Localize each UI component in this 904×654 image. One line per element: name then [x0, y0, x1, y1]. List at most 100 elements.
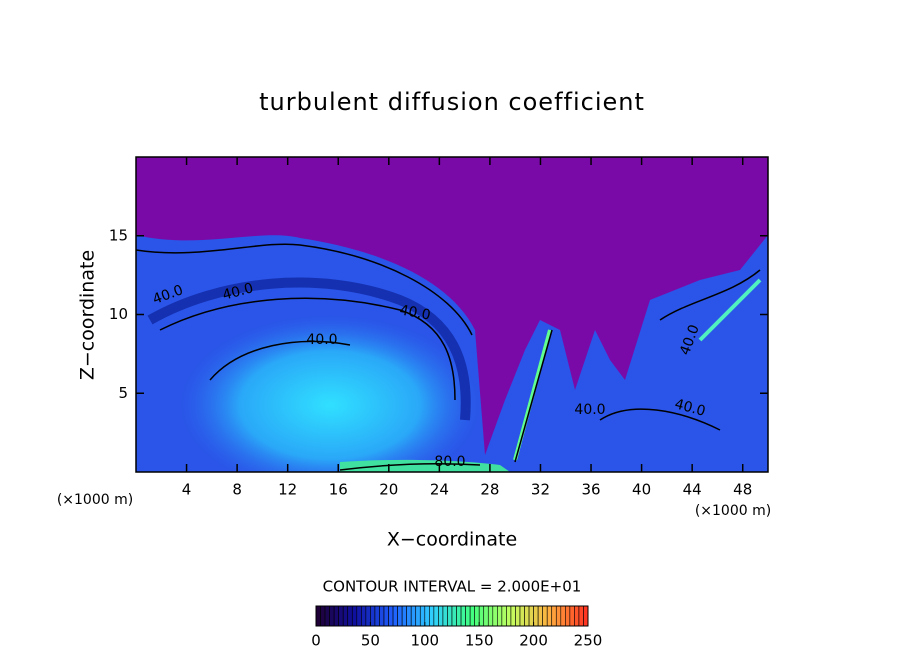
y-axis-label: Z−coordinate: [77, 250, 99, 380]
colorbar-cell: [465, 605, 471, 627]
colorbar-cell: [370, 605, 376, 627]
x-tick-label: 36: [581, 481, 600, 499]
colorbar-cell: [361, 605, 367, 627]
colorbar-cell: [447, 605, 453, 627]
y-tick-label: 15: [109, 226, 128, 244]
colorbar-cell: [533, 605, 539, 627]
x-tick-label: 32: [531, 481, 550, 499]
colorbar-tick-label: 50: [361, 632, 380, 650]
x-unit: (×1000 m): [57, 492, 133, 508]
colorbar-cell: [501, 605, 507, 627]
contour-line: [136, 243, 761, 471]
colorbar-cell: [383, 605, 389, 627]
colorbar-cell: [492, 605, 498, 627]
colorbar-cell: [329, 605, 335, 627]
colorbar-cell: [583, 605, 589, 627]
field: [136, 157, 768, 472]
x-tick-label: 40: [632, 481, 651, 499]
x-unit: (×1000 m): [695, 503, 771, 519]
contour-interval: CONTOUR INTERVAL = 2.000E+01: [323, 578, 582, 596]
colorbar-cell: [528, 605, 534, 627]
y-tick-label: 10: [109, 305, 128, 323]
colorbar-cell: [438, 605, 444, 627]
colorbar-cell: [555, 605, 562, 627]
colorbar-cell: [524, 605, 530, 627]
colorbar-tick-label: 200: [519, 632, 548, 650]
colorbar-cell: [347, 605, 353, 627]
colorbar-cell: [401, 605, 407, 627]
x-tick-label: 48: [733, 481, 752, 499]
colorbar-cell: [392, 605, 398, 627]
colorbar-cell: [342, 605, 349, 627]
colorbar-cell: [320, 605, 326, 627]
field-core: [180, 315, 480, 472]
colorbar-cell: [537, 605, 543, 627]
colorbar-cell: [487, 605, 494, 627]
colorbar-cell: [374, 605, 380, 627]
colorbar-cell: [429, 605, 435, 627]
colorbar-cell: [578, 605, 584, 627]
contour-label: 80.0: [434, 454, 465, 470]
x-tick-label: 44: [683, 481, 702, 499]
colorbar-cell: [365, 605, 371, 627]
colorbar-cell: [315, 605, 321, 627]
field-streak: [513, 329, 552, 461]
colorbar-cell: [451, 605, 457, 627]
colorbar-cell: [497, 605, 503, 627]
colorbar-cell: [324, 605, 330, 627]
colorbar-cell: [424, 605, 430, 627]
x-axis-label: X−coordinate: [387, 529, 517, 551]
colorbar-cell: [406, 605, 412, 627]
colorbar-cell: [519, 605, 525, 627]
colorbar-cell: [397, 605, 403, 627]
colorbar-cell: [483, 605, 489, 627]
colorbar-cell: [574, 605, 580, 627]
x-tick-label: 12: [278, 481, 297, 499]
colorbar-frame: [315, 605, 589, 627]
colorbar-cell: [546, 605, 553, 627]
colorbar-cell: [506, 605, 512, 627]
colorbar-cell: [442, 605, 448, 627]
contour-label: 40.0: [574, 402, 605, 418]
x-tick-label: 20: [379, 481, 398, 499]
contour-label: 40.0: [673, 396, 707, 420]
colorbar-cell: [410, 605, 417, 627]
colorbar-cell: [565, 605, 571, 627]
colorbar-cell: [515, 605, 521, 627]
colorbar-tick-label: 250: [574, 632, 603, 650]
field-streak: [147, 277, 471, 421]
colorbar-cell: [379, 605, 385, 627]
colorbar-cell: [542, 605, 548, 627]
x-tick-label: 28: [480, 481, 499, 499]
contour-label: 40.0: [306, 332, 337, 348]
colorbar-cell: [478, 605, 485, 627]
colorbar-cell: [474, 605, 480, 627]
colorbar-cell: [419, 605, 426, 627]
x-tick-label: 4: [182, 481, 192, 499]
y-tick-label: 5: [118, 384, 128, 402]
colorbar-cell: [351, 605, 358, 627]
colorbar-cell: [460, 605, 466, 627]
colorbar-tick-label: 100: [410, 632, 439, 650]
x-tick-label: 16: [329, 481, 348, 499]
colorbar-cell: [388, 605, 394, 627]
field-streak: [698, 278, 762, 342]
contour-label: 40.0: [398, 302, 431, 323]
colorbar-cell: [510, 605, 516, 627]
chart-title: turbulent diffusion coefficient: [259, 88, 645, 116]
colorbar-tick-label: 150: [465, 632, 494, 650]
colorbar-cell: [415, 605, 421, 627]
field-streak: [340, 459, 510, 472]
colorbar-cell: [333, 605, 339, 627]
contour-label: 40.0: [221, 280, 255, 304]
colorbar-cell: [469, 605, 475, 627]
colorbar-cell: [456, 605, 462, 627]
colorbar-cell: [560, 605, 566, 627]
x-tick-label: 24: [430, 481, 449, 499]
colorbar-cell: [356, 605, 362, 627]
colorbar-cell: [569, 605, 575, 627]
colorbar-tick-label: 0: [311, 632, 321, 650]
colorbar-cell: [551, 605, 557, 627]
colorbar-cell: [338, 605, 344, 627]
